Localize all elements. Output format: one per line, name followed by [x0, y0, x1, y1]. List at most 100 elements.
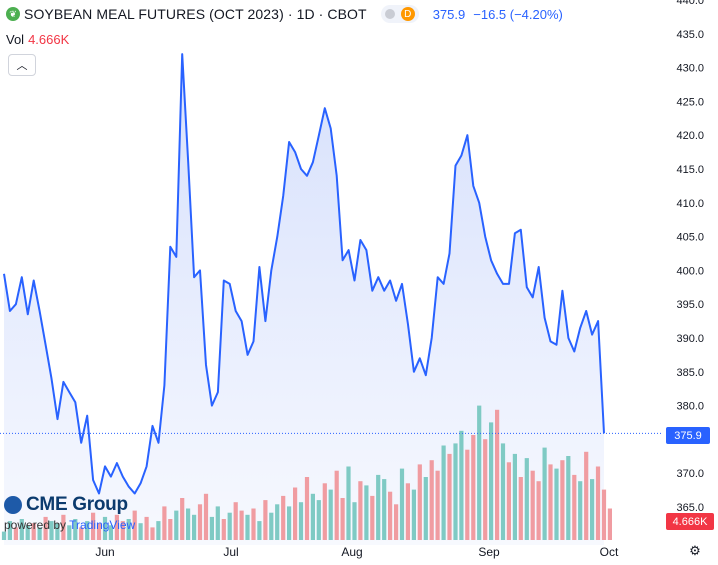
- price-line-layer: [3, 53, 605, 495]
- powered-by-label: powered by: [4, 518, 67, 532]
- y-tick-label: 370.0: [676, 468, 704, 480]
- volume-bar: [180, 498, 185, 540]
- volume-bar: [328, 489, 333, 540]
- volume-bar: [441, 445, 446, 540]
- volume-bar: [382, 479, 387, 540]
- volume-bar: [518, 477, 523, 540]
- volume-bar: [168, 519, 173, 540]
- y-tick-label: 430.0: [676, 63, 704, 75]
- volume-bar: [411, 489, 416, 540]
- volume-bar: [108, 525, 113, 540]
- y-tick-label: 420.0: [676, 130, 704, 142]
- volume-bar: [263, 500, 268, 540]
- volume-bar: [43, 516, 48, 540]
- volume-bar: [358, 481, 363, 540]
- volume-bar: [269, 512, 274, 540]
- volume-bar: [85, 521, 90, 540]
- volume-bar: [334, 470, 339, 540]
- volume-bar: [506, 462, 511, 540]
- volume-bar: [310, 493, 315, 540]
- volume-bar: [394, 504, 399, 540]
- symbol-title[interactable]: SOYBEAN MEAL FUTURES (OCT 2023) · 1D · C…: [24, 6, 367, 22]
- volume-bar: [162, 506, 167, 540]
- volume-bar: [215, 506, 220, 540]
- volume-bar: [293, 487, 298, 540]
- volume-value: 4.666K: [28, 32, 70, 47]
- volume-bar: [114, 514, 119, 540]
- volume-bar: [453, 443, 458, 540]
- volume-bar: [79, 527, 84, 540]
- volume-bar: [370, 495, 375, 540]
- volume-bar: [495, 409, 500, 540]
- volume-bar: [91, 512, 96, 540]
- volume-bar: [489, 422, 494, 540]
- volume-bar: [607, 508, 612, 540]
- volume-bar: [542, 447, 547, 540]
- y-tick-label: 440.0: [676, 0, 704, 7]
- volume-bar: [548, 464, 553, 540]
- volume-bar: [25, 525, 30, 540]
- volume-bar: [560, 460, 565, 540]
- brand-name: CME Group: [26, 494, 128, 515]
- volume-bar: [388, 491, 393, 540]
- volume-bar: [245, 514, 250, 540]
- price-line: [3, 53, 605, 495]
- volume-bar: [227, 512, 232, 540]
- y-tick-label: 385.0: [676, 367, 704, 379]
- y-tick-label: 365.0: [676, 502, 704, 514]
- volume-bar: [31, 523, 36, 540]
- volume-bar: [435, 470, 440, 540]
- y-tick-label: 400.0: [676, 265, 704, 277]
- volume-bar: [120, 521, 125, 540]
- volume-bar: [281, 495, 286, 540]
- data-mode-toggle[interactable]: D: [380, 5, 419, 23]
- price-change: −16.5 (−4.20%): [473, 6, 563, 22]
- volume-bar: [524, 458, 529, 540]
- status-dot-icon: [384, 9, 395, 19]
- tradingview-brand[interactable]: TradingView: [69, 518, 136, 532]
- volume-bar: [203, 493, 209, 540]
- price-area: [4, 54, 604, 545]
- volume-layer: [1, 405, 612, 540]
- x-tick-label: Jul: [223, 545, 238, 559]
- volume-bar: [174, 510, 179, 540]
- volume-bar: [197, 504, 203, 540]
- collapse-legend-button[interactable]: ︿: [8, 54, 36, 76]
- volume-bar: [49, 521, 54, 540]
- time-axis[interactable]: Jun Jul Aug Sep Oct: [95, 545, 619, 559]
- volume-bar: [447, 453, 452, 540]
- chart-header: ❦ SOYBEAN MEAL FUTURES (OCT 2023) · 1D ·…: [0, 0, 563, 28]
- volume-bar: [1, 531, 7, 540]
- volume-bar: [209, 516, 214, 540]
- volume-bar: [316, 500, 321, 540]
- volume-bar: [186, 508, 191, 540]
- volume-bar: [405, 483, 410, 540]
- volume-bar: [429, 460, 434, 540]
- volume-bar: [102, 516, 108, 540]
- volume-bar: [37, 527, 42, 540]
- volume-bar: [578, 481, 583, 540]
- volume-bar: [13, 527, 18, 540]
- volume-bar: [530, 470, 535, 540]
- last-price: 375.9: [432, 6, 466, 22]
- volume-value-label: 4.666K: [666, 513, 714, 530]
- volume-bar: [595, 466, 601, 540]
- volume-bar: [483, 439, 488, 540]
- volume-bar: [73, 519, 78, 540]
- gear-icon[interactable]: ⚙: [689, 543, 701, 558]
- y-tick-label: 425.0: [676, 96, 704, 108]
- volume-bar: [138, 523, 143, 540]
- volume-bar: [465, 449, 470, 540]
- y-tick-label: 435.0: [676, 29, 704, 41]
- volume-bar: [7, 521, 12, 540]
- delay-badge: D: [400, 7, 415, 21]
- volume-bar: [156, 521, 161, 540]
- volume-bar: [423, 477, 428, 540]
- volume-bar: [55, 523, 60, 540]
- cme-branding: CME Group powered by TradingView: [4, 494, 135, 532]
- volume-bar: [601, 489, 607, 540]
- volume-bar: [477, 405, 482, 540]
- volume-bar: [126, 519, 131, 540]
- volume-bar: [584, 451, 589, 540]
